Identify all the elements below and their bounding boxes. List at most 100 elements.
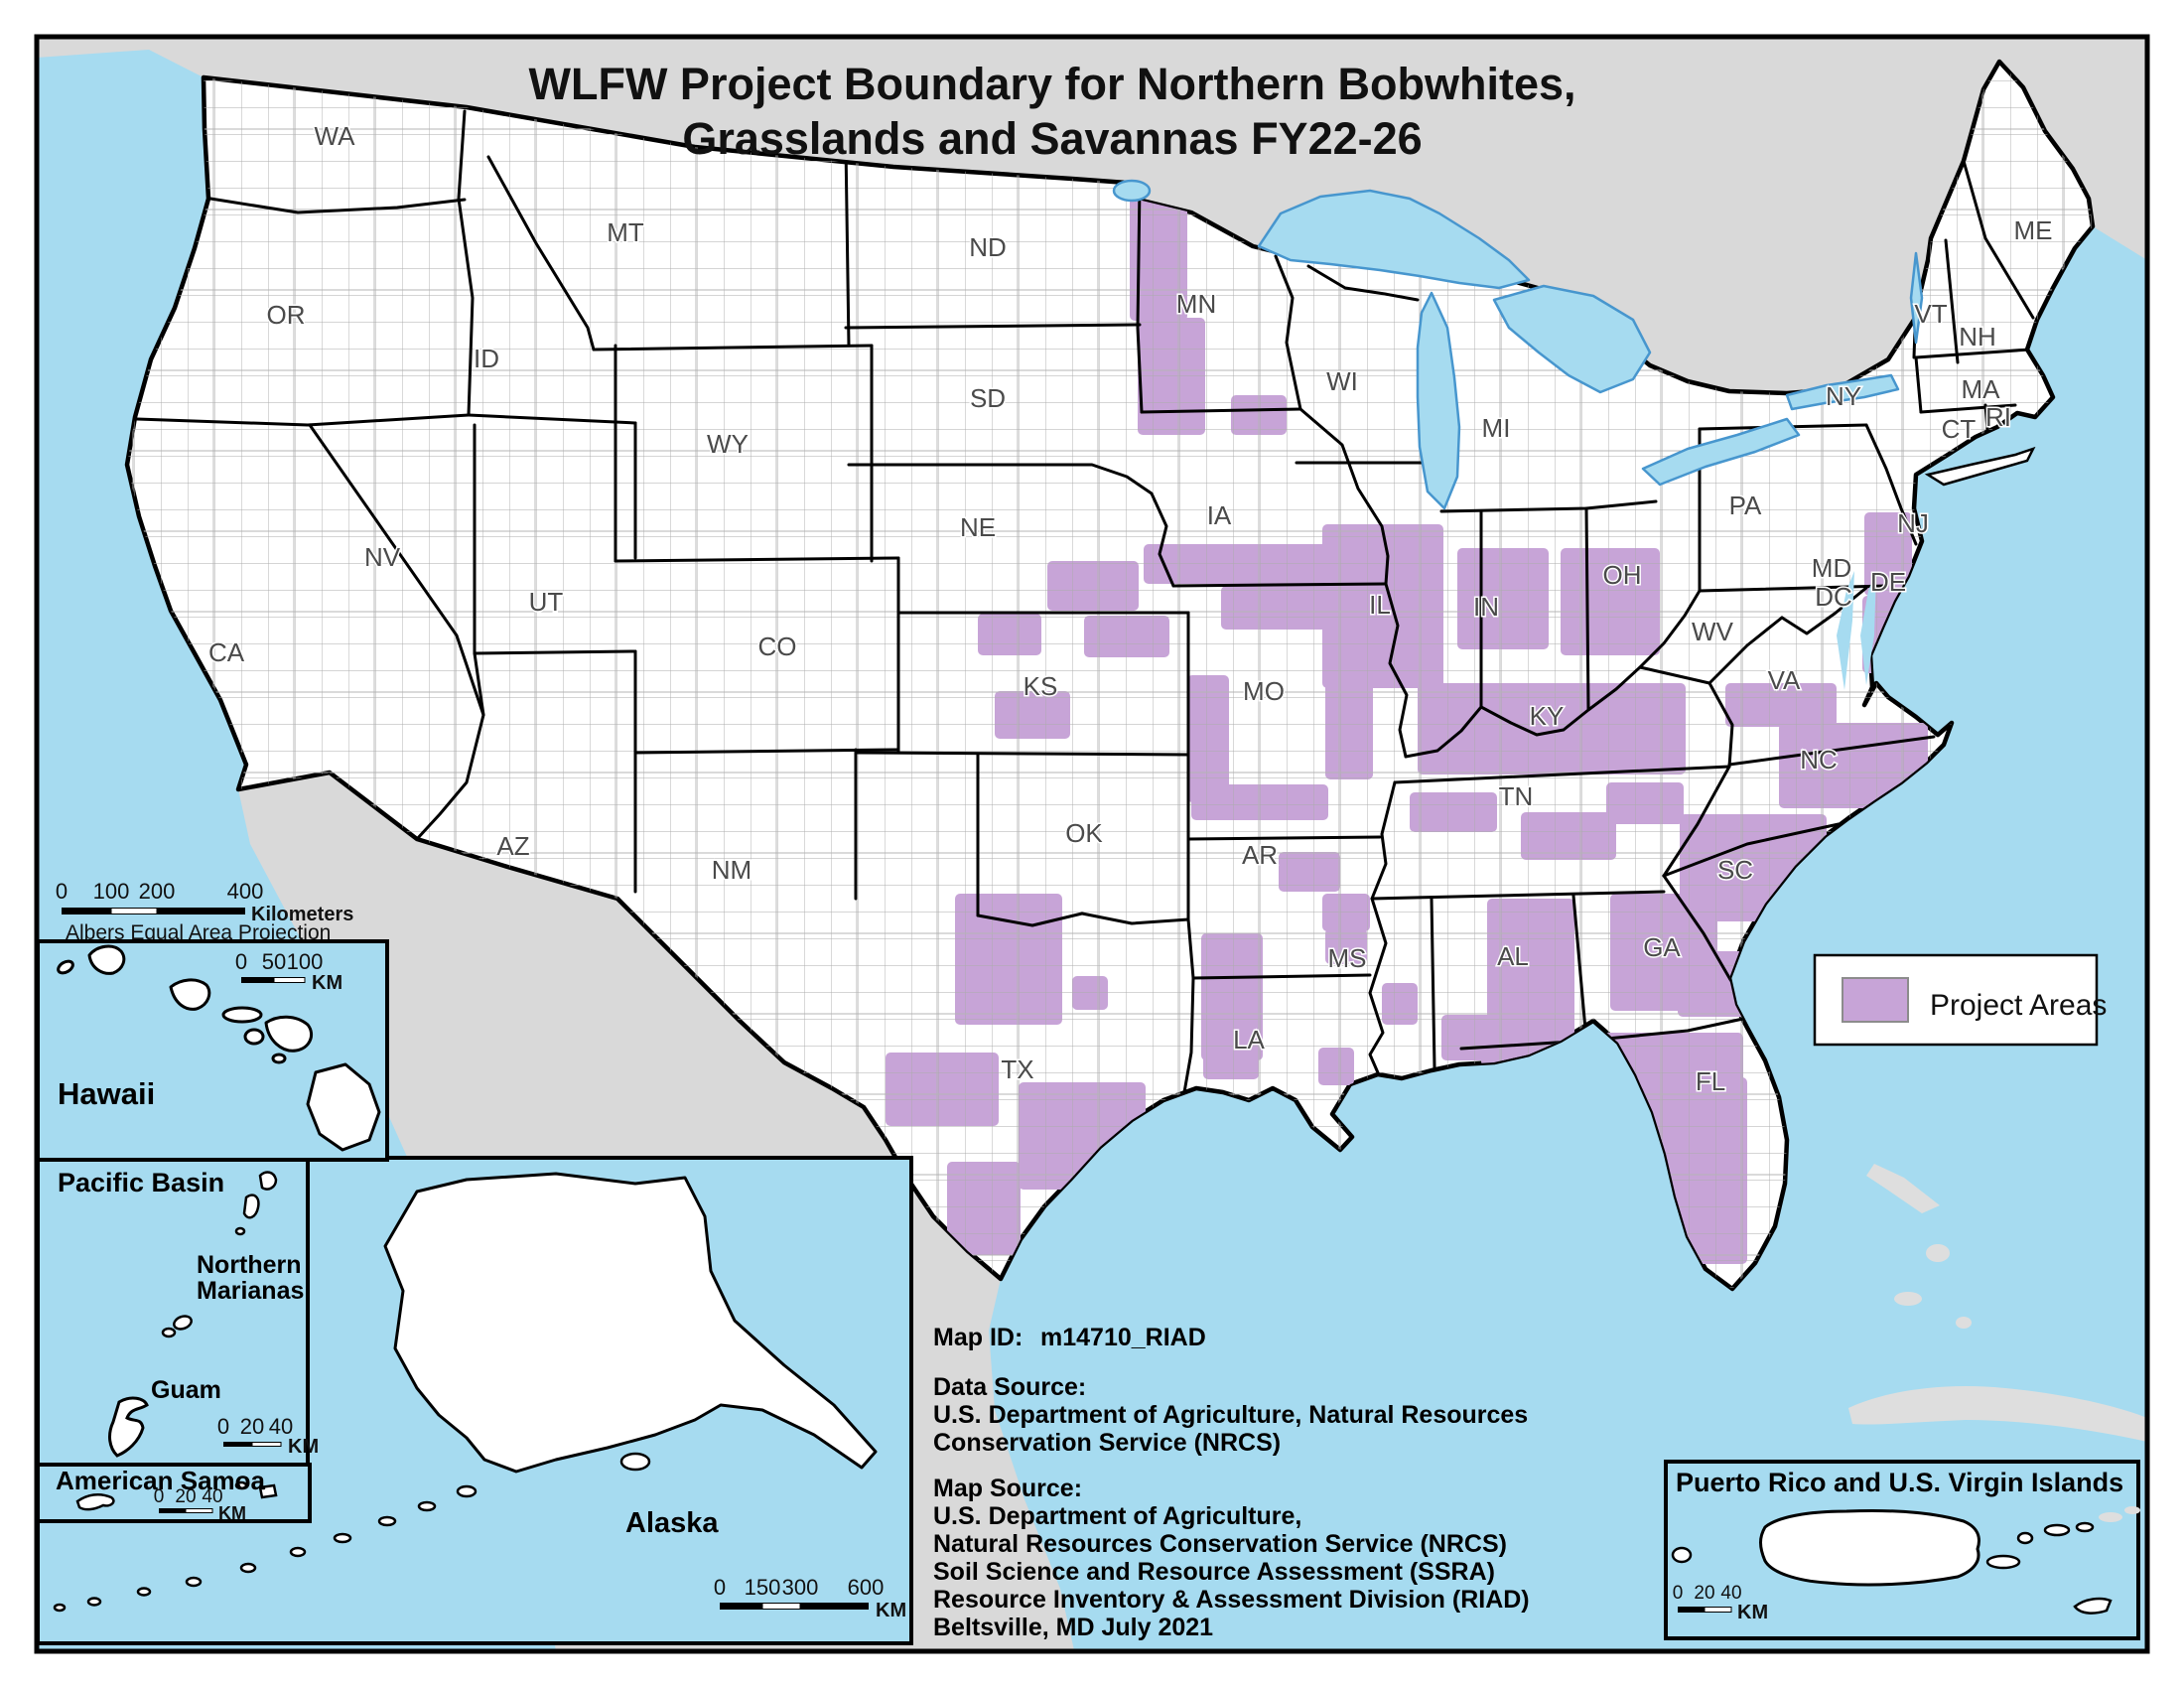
state-label-id: ID — [474, 344, 499, 373]
guam-label: Guam — [151, 1376, 221, 1404]
great-lakes — [1112, 179, 1924, 510]
state-label-wy: WY — [707, 429, 749, 459]
state-labels-layer: WA OR CA NV ID MT WY UT AZ CO NM ND SD NE KS OK TX MN IA MO… — [206, 120, 2054, 1098]
state-label-ia: IA — [1207, 500, 1232, 530]
state-label-me: ME — [2014, 215, 2053, 245]
svg-text:0: 0 — [217, 1414, 229, 1439]
svg-text:600: 600 — [848, 1575, 885, 1600]
virgin-islands — [1671, 1521, 2113, 1615]
state-label-al: AL — [1497, 941, 1529, 971]
state-label-ky: KY — [1530, 701, 1565, 731]
hawaii-islands — [57, 944, 381, 1152]
state-label-nm: NM — [712, 855, 751, 885]
hawaii-scalebar: 0 50 100 KM — [235, 949, 342, 994]
canada-landmass — [37, 37, 2147, 393]
svg-text:0: 0 — [235, 949, 247, 974]
state-label-va: VA — [1768, 665, 1801, 695]
state-label-ms: MS — [1328, 943, 1367, 973]
svg-text:KM: KM — [312, 972, 342, 994]
map-title: WLFW Project Boundary for Northern Bobwh… — [529, 59, 1576, 164]
state-label-la: LA — [1233, 1025, 1265, 1055]
state-label-ok: OK — [1065, 818, 1103, 848]
state-label-nh: NH — [1959, 322, 1996, 352]
state-label-nj: NJ — [1897, 508, 1929, 538]
map-source-line: Beltsville, MD July 2021 — [933, 1614, 1213, 1641]
state-label-mo: MO — [1243, 676, 1285, 706]
svg-text:20: 20 — [240, 1414, 264, 1439]
legend: Project Areas — [1813, 953, 2107, 1047]
data-source-line: U.S. Department of Agriculture, Natural … — [933, 1401, 1528, 1429]
state-label-ar: AR — [1242, 840, 1278, 870]
state-label-fl: FL — [1696, 1066, 1725, 1096]
caribbean-islands — [1848, 1164, 2147, 1442]
state-label-ga: GA — [1643, 932, 1681, 962]
state-label-ma: MA — [1962, 374, 2001, 404]
alaska-scalebar: 0 150 300 600 KM — [714, 1575, 906, 1621]
state-label-az: AZ — [496, 831, 529, 861]
hawaii-label: Hawaii — [58, 1076, 155, 1111]
svg-text:KM: KM — [876, 1600, 906, 1621]
lake-michigan — [1416, 291, 1461, 510]
state-label-nc: NC — [1800, 745, 1838, 774]
scale-tick: 100 — [93, 879, 130, 904]
title-line-2: Grasslands and Savannas FY22-26 — [682, 113, 1422, 164]
aleutian-islands — [53, 1452, 651, 1613]
lake-champlain — [1909, 251, 1924, 345]
svg-text:0: 0 — [714, 1575, 726, 1600]
scale-unit: Kilometers — [251, 904, 353, 925]
map-id-label: Map ID: — [933, 1324, 1023, 1351]
state-label-wv: WV — [1692, 617, 1734, 646]
state-label-ne: NE — [960, 512, 996, 542]
svg-text:300: 300 — [782, 1575, 819, 1600]
scale-tick: 0 — [56, 879, 68, 904]
svg-text:20: 20 — [175, 1486, 196, 1507]
puerto-rico-scalebar: 0 20 40 KM — [1673, 1583, 1768, 1623]
svg-text:50: 50 — [262, 949, 286, 974]
state-label-in: IN — [1473, 592, 1499, 622]
legend-label: Project Areas — [1930, 989, 2107, 1022]
state-label-ri: RI — [1985, 402, 2011, 432]
state-label-vt: VT — [1914, 299, 1947, 329]
state-label-dc: DC — [1815, 582, 1852, 612]
state-label-ca: CA — [208, 637, 245, 667]
map-source-line: Natural Resources Conservation Service (… — [933, 1530, 1507, 1558]
map-source-label: Map Source: — [933, 1475, 1082, 1502]
state-borders — [135, 109, 2035, 1094]
state-label-pa: PA — [1729, 491, 1762, 520]
state-label-mn: MN — [1176, 289, 1216, 319]
svg-text:40: 40 — [202, 1486, 222, 1507]
legend-swatch-project-areas — [1842, 977, 1909, 1023]
american-samoa-label: American Samoa — [56, 1466, 266, 1495]
puerto-rico-island — [1759, 1508, 1980, 1587]
guam-island — [108, 1396, 149, 1458]
inset-pacific-basin: Pacific Basin Northern Marianas Guam 0 2… — [36, 1158, 319, 1467]
data-source-label: Data Source: — [933, 1373, 1086, 1401]
title-line-1: WLFW Project Boundary for Northern Bobwh… — [529, 59, 1576, 109]
svg-text:150: 150 — [745, 1575, 781, 1600]
state-label-tn: TN — [1499, 781, 1534, 811]
svg-text:40: 40 — [1720, 1583, 1741, 1604]
map-id-value: m14710_RIAD — [1040, 1324, 1206, 1351]
scalebar-segment — [110, 908, 158, 914]
lake-of-the-woods — [1112, 179, 1152, 203]
alaska-landmass — [383, 1172, 878, 1474]
svg-text:KM: KM — [288, 1436, 319, 1458]
samoa-islands — [75, 1480, 278, 1511]
long-island — [1924, 446, 2036, 487]
lake-superior — [1257, 189, 1531, 290]
chesapeake-bay — [1837, 571, 1876, 690]
state-label-tx: TX — [1001, 1055, 1033, 1084]
state-label-ut: UT — [529, 587, 564, 617]
svg-text:40: 40 — [269, 1414, 293, 1439]
state-label-sc: SC — [1717, 855, 1753, 885]
lake-huron — [1492, 284, 1652, 394]
northern-marianas-label: Northern — [197, 1251, 302, 1279]
scale-tick: 200 — [139, 879, 176, 904]
state-label-il: IL — [1369, 590, 1391, 620]
state-label-wa: WA — [315, 121, 356, 151]
alaska-label: Alaska — [625, 1507, 719, 1539]
inset-hawaii: Hawaii 0 50 100 KM — [36, 939, 389, 1162]
state-label-nd: ND — [969, 232, 1007, 262]
state-label-or: OR — [267, 300, 306, 330]
